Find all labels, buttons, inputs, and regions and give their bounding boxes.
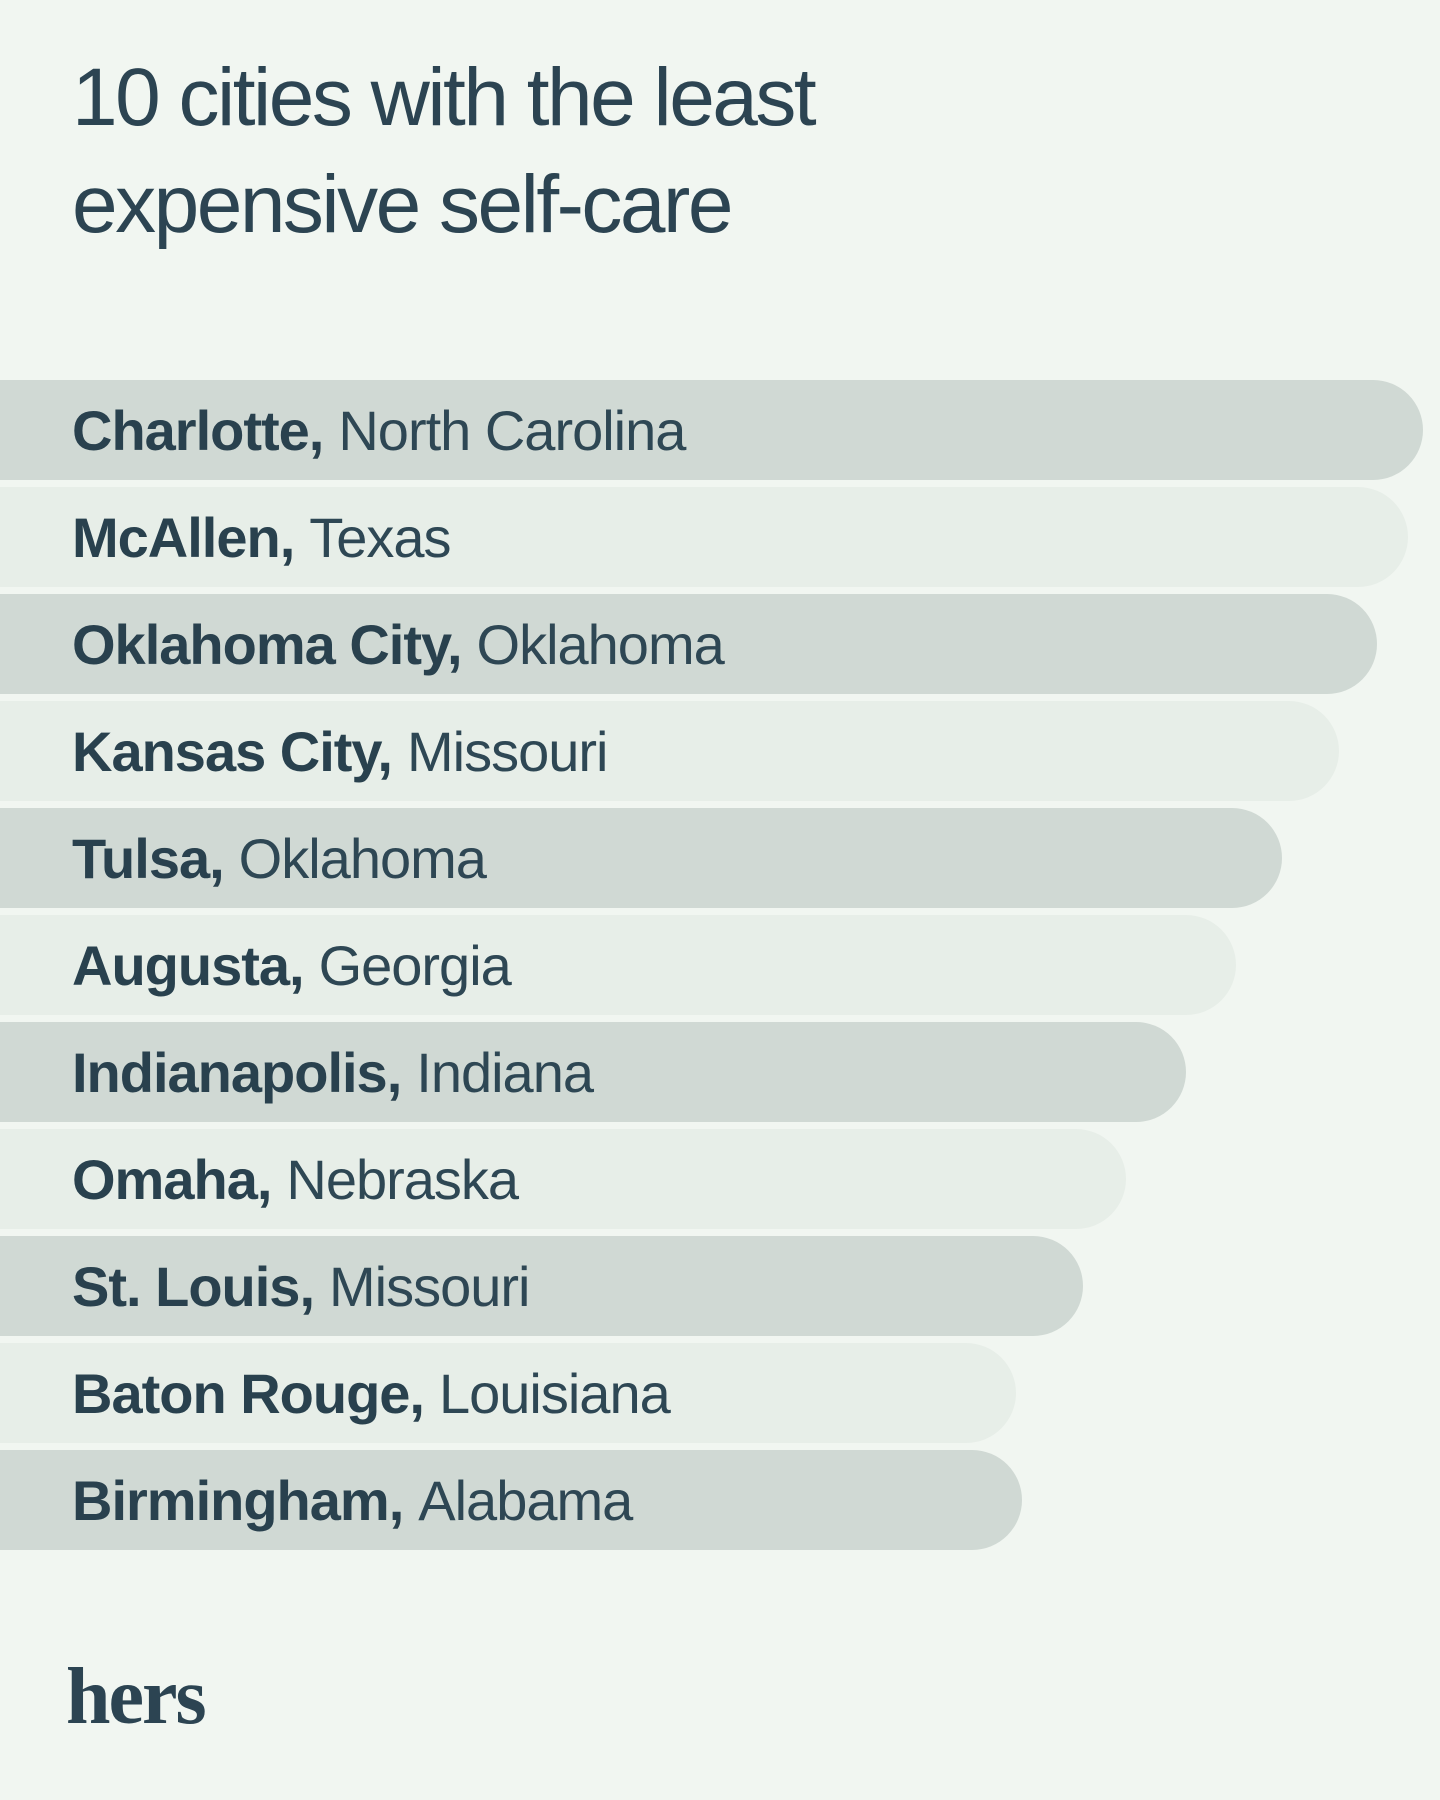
bar-city-label: Charlotte, — [72, 398, 324, 462]
bar-state-label: Missouri — [329, 1254, 530, 1318]
bar-city-label: Kansas City, — [72, 719, 393, 783]
bar-augusta: Augusta, Georgia — [0, 915, 1236, 1015]
bar-state-label: Georgia — [318, 933, 512, 997]
page-title-line-1: 10 cities with the least — [72, 52, 817, 143]
bar-state-label: Oklahoma — [476, 612, 725, 676]
bar-state-label: Oklahoma — [238, 826, 487, 890]
page-title: 10 cities with the least expensive self-… — [72, 44, 817, 258]
bar-state-label: Indiana — [416, 1040, 594, 1104]
bar-city-label: St. Louis, — [72, 1254, 315, 1318]
city-bar-chart: Charlotte, North Carolina McAllen, Texas… — [0, 380, 1440, 1557]
bar-city-label: Baton Rouge, — [72, 1361, 425, 1425]
bar-state-label: Texas — [309, 505, 451, 569]
bar-tulsa: Tulsa, Oklahoma — [0, 808, 1282, 908]
bar-city-label: Omaha, — [72, 1147, 272, 1211]
page-title-line-2: expensive self-care — [72, 159, 733, 250]
bar-omaha: Omaha, Nebraska — [0, 1129, 1126, 1229]
bar-oklahoma-city: Oklahoma City, Oklahoma — [0, 594, 1377, 694]
bar-baton-rouge: Baton Rouge, Louisiana — [0, 1343, 1016, 1443]
bar-st-louis: St. Louis, Missouri — [0, 1236, 1083, 1336]
bar-state-label: North Carolina — [338, 398, 686, 462]
bar-city-label: Indianapolis, — [72, 1040, 402, 1104]
bar-city-label: McAllen, — [72, 505, 295, 569]
bar-city-label: Oklahoma City, — [72, 612, 463, 676]
bar-mcallen: McAllen, Texas — [0, 487, 1408, 587]
bar-birmingham: Birmingham, Alabama — [0, 1450, 1022, 1550]
bar-state-label: Louisiana — [438, 1361, 671, 1425]
bar-charlotte: Charlotte, North Carolina — [0, 380, 1423, 480]
bar-city-label: Augusta, — [72, 933, 305, 997]
bar-state-label: Missouri — [406, 719, 608, 783]
bar-kansas-city: Kansas City, Missouri — [0, 701, 1339, 801]
bar-city-label: Tulsa, — [72, 826, 225, 890]
bar-state-label: Alabama — [418, 1468, 633, 1532]
bar-indianapolis: Indianapolis, Indiana — [0, 1022, 1186, 1122]
bar-city-label: Birmingham, — [72, 1468, 404, 1532]
hers-logo: hers — [66, 1653, 207, 1741]
bar-state-label: Nebraska — [286, 1147, 519, 1211]
